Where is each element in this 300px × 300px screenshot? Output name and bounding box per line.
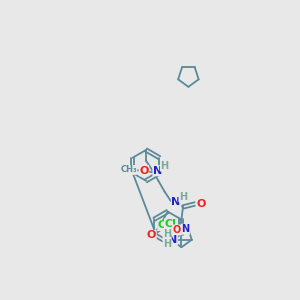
Text: O: O bbox=[196, 199, 206, 209]
Text: O: O bbox=[147, 230, 156, 240]
Text: N: N bbox=[168, 235, 177, 245]
Text: Cl: Cl bbox=[164, 219, 176, 229]
Text: N: N bbox=[169, 235, 178, 245]
Text: N: N bbox=[182, 224, 190, 234]
Text: H: H bbox=[163, 239, 171, 249]
Text: CH₃: CH₃ bbox=[120, 166, 137, 175]
Text: H: H bbox=[179, 192, 187, 202]
Text: N: N bbox=[172, 196, 181, 206]
Text: O: O bbox=[139, 166, 149, 176]
Text: O: O bbox=[172, 225, 181, 235]
Text: Cl: Cl bbox=[158, 220, 170, 230]
Text: H: H bbox=[163, 230, 171, 239]
Text: N: N bbox=[153, 166, 162, 176]
Text: H: H bbox=[160, 161, 169, 171]
